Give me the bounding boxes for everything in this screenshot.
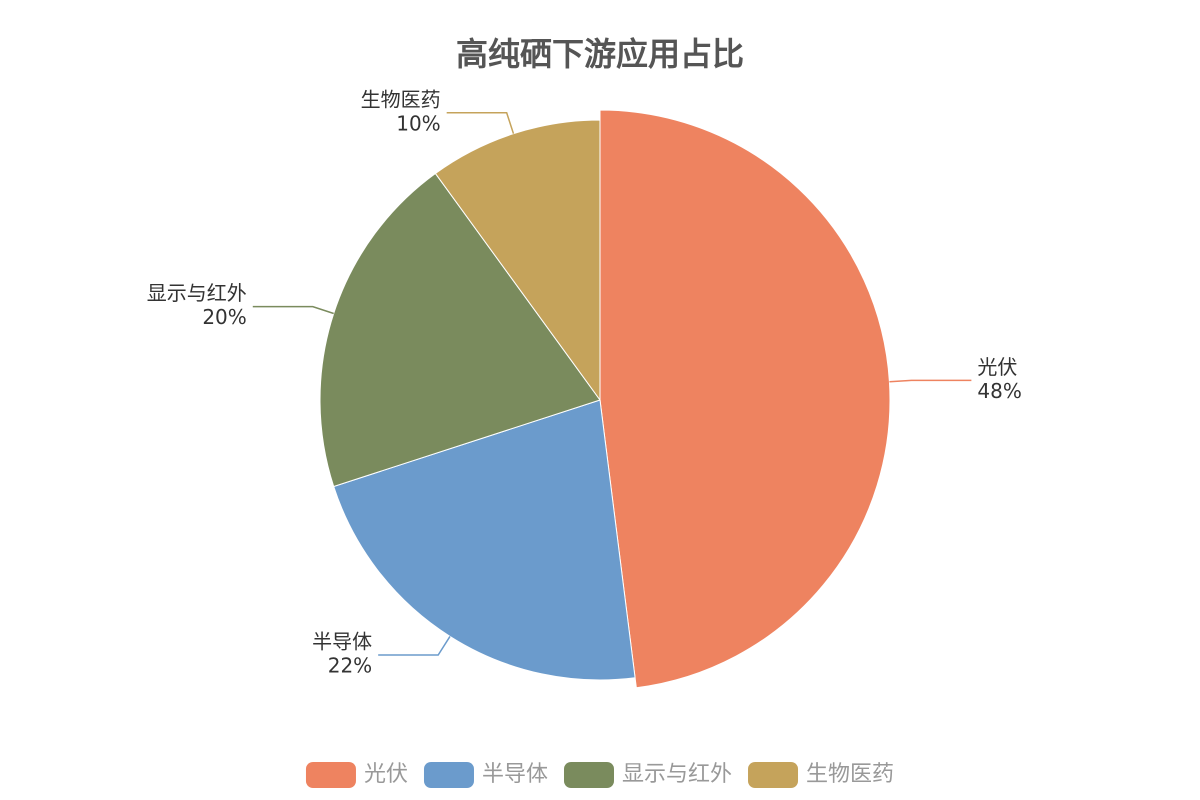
legend: 光伏 半导体 显示与红外 生物医药 xyxy=(305,762,894,788)
legend-swatch xyxy=(305,762,356,788)
label-line xyxy=(446,112,515,134)
label-line xyxy=(378,636,451,656)
slice-label-value: 20% xyxy=(202,305,246,329)
slice-label-name: 光伏 xyxy=(977,355,1017,379)
legend-item[interactable]: 显示与红外 xyxy=(564,762,732,788)
slice-label-value: 22% xyxy=(328,653,372,677)
slice-label-name: 显示与红外 xyxy=(147,281,247,305)
label-line xyxy=(252,305,334,315)
label-line xyxy=(889,379,972,383)
legend-item[interactable]: 半导体 xyxy=(423,762,548,788)
legend-swatch xyxy=(564,762,614,788)
slice-label-name: 生物医药 xyxy=(361,87,441,111)
legend-swatch xyxy=(748,762,799,788)
legend-item[interactable]: 生物医药 xyxy=(748,762,894,788)
legend-label: 光伏 xyxy=(364,762,408,787)
legend-label: 显示与红外 xyxy=(622,762,732,787)
pie-slice xyxy=(599,109,891,689)
legend-label: 半导体 xyxy=(482,762,548,787)
legend-item[interactable]: 光伏 xyxy=(305,762,408,788)
legend-label: 生物医药 xyxy=(806,762,894,787)
chart-title: 高纯硒下游应用占比 xyxy=(456,35,744,73)
legend-swatch xyxy=(423,762,474,788)
slice-label-name: 半导体 xyxy=(312,629,372,653)
slice-label-value: 48% xyxy=(977,379,1021,403)
slice-label-value: 10% xyxy=(396,111,440,135)
pie-slice xyxy=(434,119,601,402)
